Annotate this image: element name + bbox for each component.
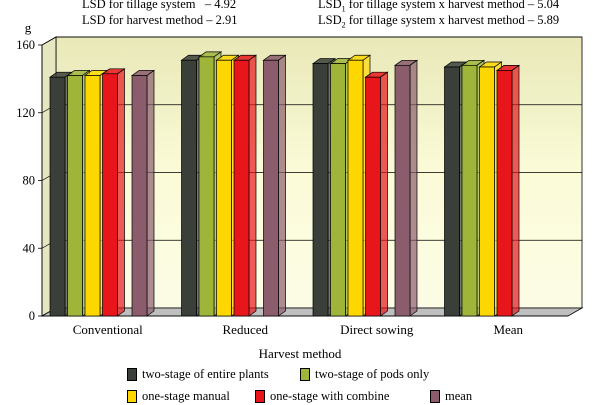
- legend-swatch: [430, 390, 440, 403]
- legend-label: one-stage with combine: [270, 389, 390, 403]
- gridline: [41, 36, 582, 46]
- bar-side: [117, 68, 125, 317]
- x-tick-label: Mean: [493, 322, 523, 337]
- x-tick-label: Reduced: [223, 322, 269, 337]
- bar-front: [263, 59, 279, 317]
- legend-item-mean: mean: [430, 389, 472, 404]
- legend-swatch: [127, 390, 137, 403]
- lsd-tillage-note: LSD for tillage system – 4.92: [82, 0, 237, 11]
- legend-swatch: [300, 368, 310, 381]
- bar-side: [511, 64, 520, 317]
- bar: [130, 69, 156, 317]
- y-axis-label: g: [25, 20, 32, 35]
- bars: [48, 51, 521, 317]
- bar: [495, 64, 521, 317]
- y-tick-label: 160: [16, 38, 35, 52]
- lsd1-subscript: 1: [341, 4, 346, 14]
- lsd2-note: LSD2 for tillage system x harvest method…: [318, 13, 559, 30]
- bar-side: [380, 71, 388, 317]
- lsd2-subscript: 2: [341, 20, 346, 30]
- bar-front: [444, 66, 460, 317]
- y-tick-label: 0: [29, 309, 35, 323]
- bar-front: [49, 76, 66, 317]
- y-tick-label: 80: [23, 174, 36, 188]
- legend-label: two-stage of pods only: [315, 367, 430, 381]
- legend-item-one-stage-combine: one-stage with combine: [255, 389, 389, 404]
- lsd2-text: for tillage system x harvest method – 5.…: [345, 13, 560, 27]
- legend-item-two-stage-entire: two-stage of entire plants: [127, 367, 269, 382]
- bar-front: [394, 64, 411, 317]
- bar: [262, 54, 287, 317]
- y-tick-label: 40: [23, 241, 36, 255]
- bar-front: [461, 64, 478, 317]
- bar-front: [181, 59, 197, 317]
- bar-side: [409, 59, 418, 317]
- legend-item-one-stage-manual: one-stage manual: [127, 389, 230, 404]
- bar: [101, 68, 126, 317]
- bar-front: [131, 75, 148, 317]
- y-tick-label: 120: [16, 106, 35, 120]
- x-tick-label: Conventional: [73, 322, 143, 337]
- x-axis-title: Harvest method: [259, 346, 342, 361]
- lsd1-text: for tillage system x harvest method – 5.…: [345, 0, 560, 11]
- bar: [364, 71, 389, 317]
- legend-item-two-stage-pods: two-stage of pods only: [300, 367, 429, 382]
- lsd2-prefix: LSD: [318, 13, 342, 27]
- bar: [393, 59, 419, 317]
- x-tick-label: Direct sowing: [340, 322, 414, 337]
- legend-label: one-stage manual: [142, 389, 230, 403]
- legend-swatch: [127, 368, 137, 381]
- bar-front: [233, 59, 250, 317]
- bar-side: [146, 69, 155, 317]
- legend-label: two-stage of entire plants: [142, 367, 269, 381]
- bar-front: [198, 56, 215, 317]
- lsd1-prefix: LSD: [318, 0, 342, 11]
- bar-side: [248, 54, 257, 317]
- bar-front: [84, 75, 101, 317]
- bar-front: [330, 63, 346, 317]
- bar-side: [278, 54, 286, 317]
- bar-front: [365, 76, 381, 317]
- bar-front: [496, 70, 513, 317]
- bar-front: [67, 75, 83, 317]
- bar-front: [347, 59, 364, 317]
- bar-front: [312, 63, 329, 317]
- bar-front: [479, 66, 495, 317]
- legend-swatch: [255, 390, 265, 403]
- legend-label: mean: [445, 389, 473, 403]
- axis-labels: 0 40 80 120 160 g Conventional Reduced Direct so…: [16, 20, 523, 361]
- lsd-harvest-note: LSD for harvest method – 2.91: [82, 13, 238, 27]
- bar-front: [216, 59, 232, 317]
- bar: [232, 54, 258, 317]
- bar-front: [102, 73, 118, 317]
- lsd1-note: LSD1 for tillage system x harvest method…: [318, 0, 559, 14]
